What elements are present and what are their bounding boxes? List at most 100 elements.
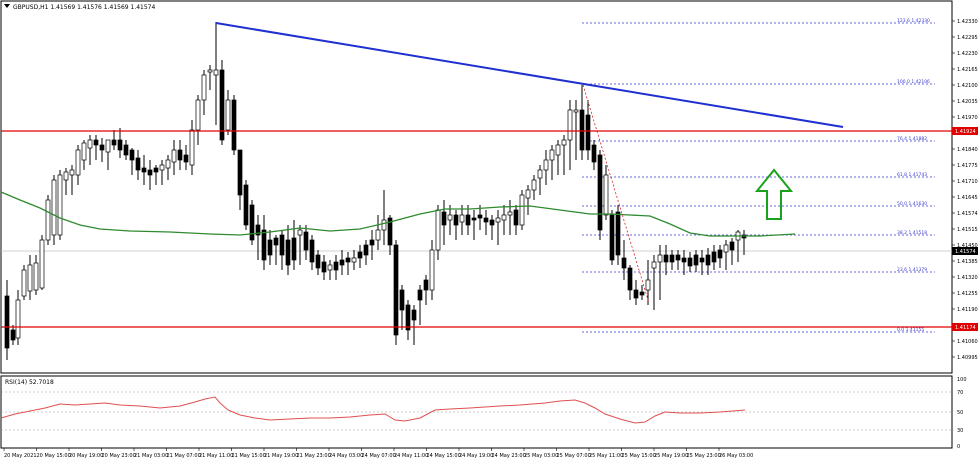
candle-body <box>225 99 231 131</box>
candle <box>159 160 165 185</box>
candle <box>651 255 657 310</box>
candle <box>513 205 519 235</box>
candle <box>303 225 309 260</box>
candle <box>4 280 10 360</box>
candle-body <box>681 257 687 263</box>
candle <box>399 285 405 330</box>
candle <box>405 300 411 340</box>
bearish-trendline[interactable] <box>215 22 844 128</box>
candle <box>123 140 129 160</box>
candle <box>153 165 159 185</box>
candle <box>621 240 627 280</box>
candle <box>135 150 141 180</box>
candle-body <box>303 231 309 251</box>
candle <box>687 252 693 272</box>
candle-body <box>687 257 693 267</box>
candle-body <box>99 144 105 151</box>
time-tick-label: 24 May 11:00 <box>394 453 428 459</box>
candle-body <box>279 234 285 256</box>
candle-body <box>483 217 489 223</box>
fib-connector-line <box>582 84 650 304</box>
candle-body <box>75 149 81 176</box>
candle <box>315 250 321 275</box>
main-chart-frame <box>0 0 953 374</box>
candle-body <box>729 241 735 251</box>
candle-body <box>399 289 405 311</box>
fib-level-label: 38.2 1.41518 <box>897 230 927 236</box>
candle-body <box>297 229 303 236</box>
candle <box>225 90 231 135</box>
candle-body <box>207 69 213 73</box>
candle <box>21 265 27 300</box>
candle-body <box>615 211 621 256</box>
price-tick-label: 1.41710 <box>957 179 978 185</box>
candle <box>603 165 609 220</box>
rsi-tick-label: 30 <box>957 428 963 434</box>
candle-body <box>243 184 249 226</box>
price-tick-label: 1.41320 <box>957 275 978 281</box>
time-tick-label: 21 May 19:00 <box>264 453 298 459</box>
candle-body <box>213 69 219 76</box>
time-tick-label: 24 May 23:00 <box>492 453 526 459</box>
rsi-tick-label: 0 <box>957 444 960 450</box>
candle <box>237 149 243 210</box>
candle-body <box>177 149 183 161</box>
candle-body <box>69 169 75 176</box>
candle <box>639 285 645 300</box>
candle-body <box>447 214 453 221</box>
candle <box>537 165 543 195</box>
candle <box>81 140 87 170</box>
price-tick-label: 1.41970 <box>957 115 978 121</box>
time-tick-label: 24 May 07:00 <box>362 453 396 459</box>
candle-body <box>267 239 273 256</box>
candle-body <box>591 144 597 163</box>
candle <box>381 190 387 245</box>
fibonacci-retracement[interactable]: 123.6 1.42330 100.0 1.42106 76.4 1.41882 61… <box>582 18 935 333</box>
candle <box>357 245 363 268</box>
candle-body <box>27 264 33 292</box>
candle-body <box>597 154 603 231</box>
time-tick-label: 21 May 11:00 <box>199 453 233 459</box>
candle <box>69 165 75 195</box>
candle <box>189 120 195 175</box>
candle <box>663 245 669 275</box>
candle-body <box>87 139 93 149</box>
candle-body <box>33 262 39 291</box>
candle <box>99 138 105 162</box>
fib-level-label: 23.6 1.41379 <box>897 267 927 273</box>
candle-body <box>531 179 537 191</box>
symbol-dropdown-icon[interactable] <box>4 4 10 8</box>
price-tick-label: 1.40995 <box>957 355 978 361</box>
fib-level-label: 0.0 1.41155 <box>897 327 924 333</box>
candle <box>723 240 729 270</box>
candle <box>141 155 147 185</box>
candle <box>597 150 603 240</box>
candle-body <box>261 229 267 261</box>
candle-body <box>123 144 129 156</box>
candle-body <box>195 99 201 131</box>
candle-body <box>717 249 723 259</box>
candle-body <box>39 239 45 289</box>
candle-body <box>513 209 519 226</box>
candle <box>207 65 213 90</box>
candle <box>10 325 16 345</box>
candle <box>93 135 99 160</box>
candle-body <box>609 214 615 261</box>
candle <box>519 190 525 230</box>
up-arrow-icon <box>754 168 794 220</box>
candle-body <box>117 139 123 151</box>
candle <box>57 170 63 240</box>
price-tick-label: 1.41515 <box>957 227 978 233</box>
time-tick-label: 21 May 07:00 <box>167 453 201 459</box>
candle <box>429 240 435 300</box>
candle <box>549 145 555 180</box>
fib-level-label: 123.6 1.42330 <box>897 18 930 24</box>
candle-body <box>339 259 345 266</box>
candle-body <box>549 149 555 161</box>
candle <box>501 205 507 235</box>
candle-body <box>111 139 117 146</box>
candle-body <box>657 254 663 263</box>
candle <box>675 250 681 270</box>
